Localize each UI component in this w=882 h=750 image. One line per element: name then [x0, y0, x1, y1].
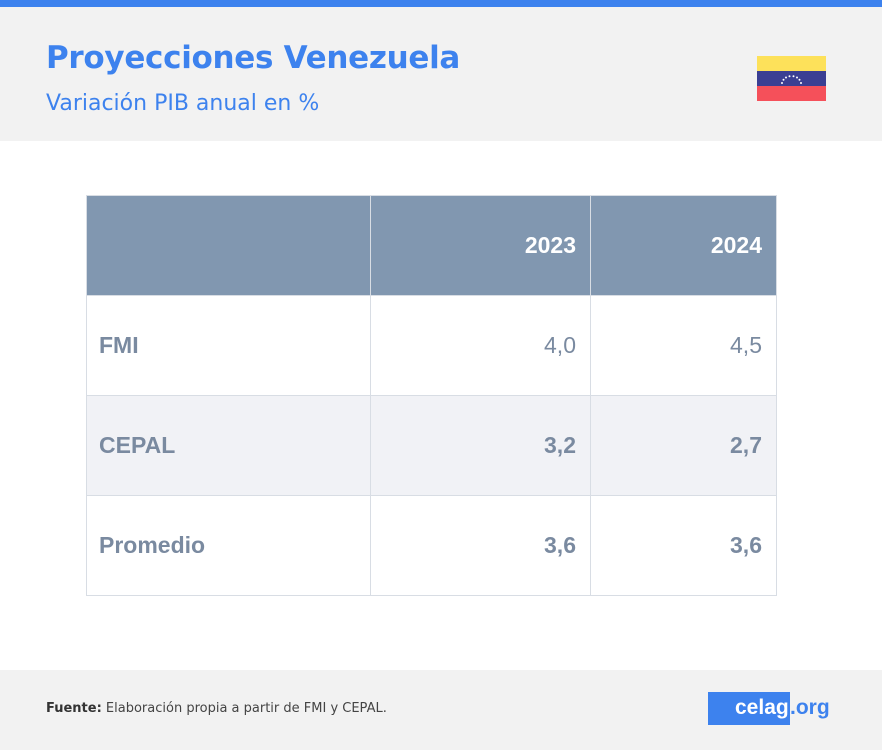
table-header-row: 2023 2024 [86, 195, 777, 296]
celag-logo: celag.org [708, 692, 830, 725]
cell-value: 4,5 [590, 295, 777, 396]
logo-suffix: .org [790, 696, 830, 719]
row-label: FMI [86, 295, 371, 396]
cell-value: 4,0 [370, 295, 591, 396]
projections-table: 2023 2024 FMI 4,0 4,5 CEPAL 3,2 2,7 Prom… [86, 195, 777, 596]
table-row: CEPAL 3,2 2,7 [86, 395, 777, 496]
row-label: Promedio [86, 495, 371, 596]
source-label: Fuente: [46, 701, 102, 716]
footer: Fuente: Elaboración propia a partir de F… [0, 670, 882, 750]
source-note: Fuente: Elaboración propia a partir de F… [46, 701, 387, 716]
column-header-2024: 2024 [590, 195, 777, 296]
cell-value: 3,6 [590, 495, 777, 596]
table-row: Promedio 3,6 3,6 [86, 495, 777, 596]
cell-value: 3,6 [370, 495, 591, 596]
column-header-2023: 2023 [370, 195, 591, 296]
header: Proyecciones Venezuela Variación PIB anu… [0, 7, 882, 141]
table-row: FMI 4,0 4,5 [86, 295, 777, 396]
top-accent-bar [0, 0, 882, 7]
source-text: Elaboración propia a partir de FMI y CEP… [101, 701, 387, 716]
page-title: Proyecciones Venezuela [46, 40, 461, 76]
cell-value: 3,2 [370, 395, 591, 496]
venezuela-flag-icon [757, 56, 826, 101]
page-subtitle: Variación PIB anual en % [46, 91, 320, 116]
row-label: CEPAL [86, 395, 371, 496]
logo-main: celag [708, 692, 790, 725]
cell-value: 2,7 [590, 395, 777, 496]
column-header [86, 195, 371, 296]
